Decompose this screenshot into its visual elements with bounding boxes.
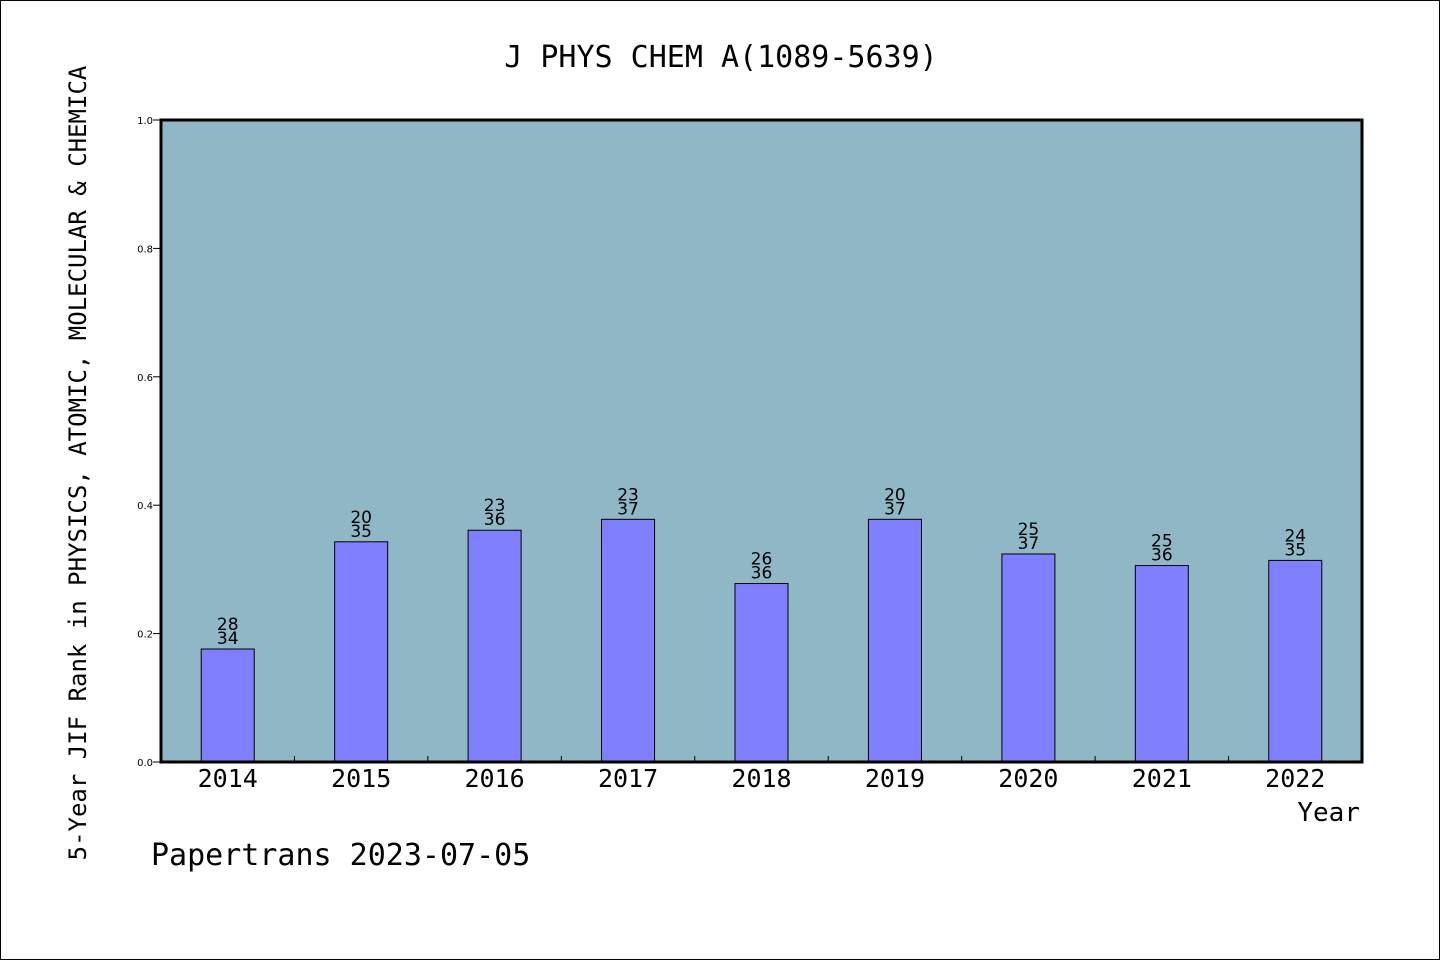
chart-title: J PHYS CHEM A(1089-5639) — [504, 40, 937, 75]
bar-total-label: 37 — [884, 499, 906, 519]
y-tick-label: 0.0 — [137, 758, 153, 769]
x-axis-label: Year — [1297, 798, 1360, 828]
bar-2018 — [734, 583, 789, 763]
bar-rank-label: 20 — [884, 485, 906, 505]
bar-2020 — [1001, 553, 1056, 763]
bar-rank-label: 23 — [617, 485, 639, 505]
y-axis-label: 5-Year JIF Rank in PHYSICS, ATOMIC, MOLE… — [64, 65, 92, 860]
y-tick-label: 0.4 — [137, 501, 153, 512]
x-tick-label: 2021 — [1132, 764, 1192, 793]
x-tick-label: 2017 — [598, 764, 658, 793]
y-tick-label: 0.6 — [137, 373, 153, 384]
bar-2019 — [867, 518, 922, 763]
y-tick-label: 0.2 — [137, 630, 153, 641]
bar-2015 — [334, 541, 389, 763]
bar-rank-label: 25 — [1151, 532, 1173, 552]
x-tick-label: 2015 — [331, 764, 391, 793]
x-tick-label: 2019 — [865, 764, 925, 793]
y-tick-label: 0.8 — [137, 244, 153, 255]
bar-total-label: 37 — [1018, 534, 1040, 554]
bar-2021 — [1134, 565, 1189, 763]
bar-total-label: 37 — [617, 499, 639, 519]
bar-rank-label: 20 — [350, 508, 372, 528]
bar-rank-label: 26 — [751, 550, 773, 570]
bar-total-label: 34 — [217, 629, 239, 649]
bar-total-label: 35 — [1284, 540, 1306, 560]
bar-2016 — [467, 529, 522, 763]
bar-2022 — [1268, 559, 1323, 763]
x-tick-label: 2022 — [1265, 764, 1325, 793]
bar-2017 — [601, 518, 656, 763]
bar-total-label: 36 — [1151, 546, 1173, 566]
bar-total-label: 36 — [484, 510, 506, 530]
footer-credit: Papertrans 2023-07-05 — [151, 838, 530, 873]
bar-rank-label: 28 — [217, 615, 239, 635]
x-tick-label: 2020 — [998, 764, 1058, 793]
y-tick-label: 1.0 — [137, 116, 153, 127]
x-axis-ticks: 2014 2015 2016 2017 2018 2019 2020 2021 2022 — [198, 756, 1325, 793]
plot-border — [159, 118, 1364, 764]
bar-2014 — [200, 648, 255, 763]
y-axis-ticks: 0.0 0.2 0.4 0.6 0.8 1.0 — [137, 116, 161, 769]
x-tick-label: 2018 — [731, 764, 791, 793]
x-tick-label: 2014 — [198, 764, 258, 793]
bar-rank-label: 24 — [1284, 526, 1306, 546]
bar-total-label: 36 — [751, 564, 773, 584]
x-tick-label: 2016 — [465, 764, 525, 793]
bar-rank-label: 25 — [1018, 520, 1040, 540]
bar-total-label: 35 — [350, 522, 372, 542]
bar-rank-label: 23 — [484, 496, 506, 516]
